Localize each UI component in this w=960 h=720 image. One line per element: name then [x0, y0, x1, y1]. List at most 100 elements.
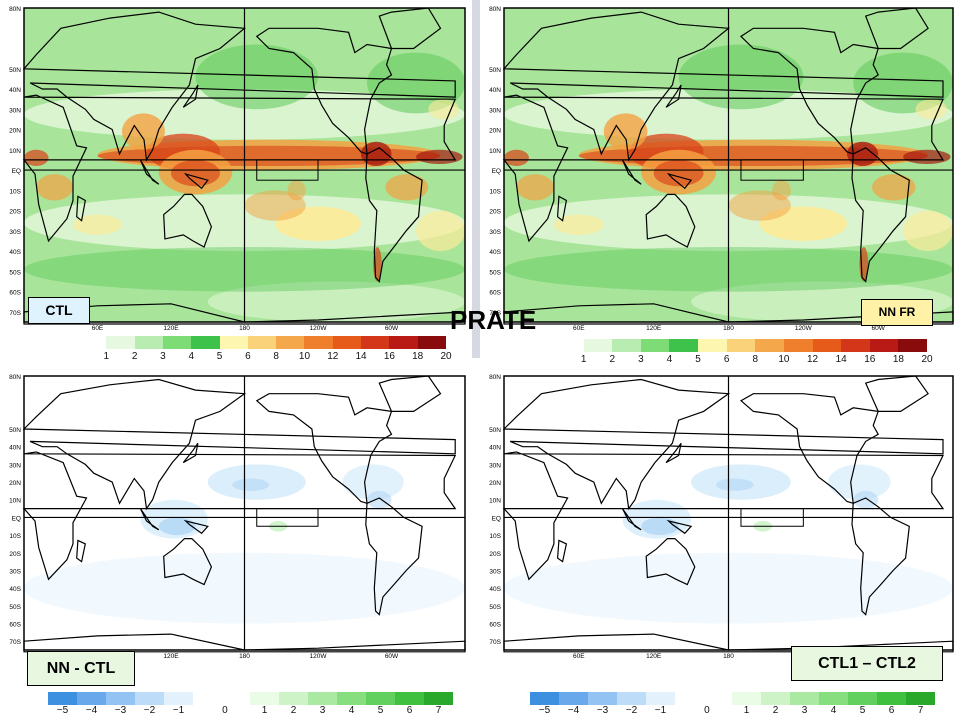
colorbar-label: −5	[538, 705, 551, 716]
latitude-label: 50S	[489, 604, 501, 611]
nino-region-box	[740, 508, 804, 527]
colorbar-swatch	[162, 336, 192, 349]
latitude-label: 60S	[9, 621, 21, 628]
colorbar-label: 4	[830, 705, 837, 716]
colorbar-label: 14	[355, 351, 367, 362]
continent-outline	[255, 27, 393, 155]
continent-outline	[255, 393, 393, 505]
precip-contour	[903, 210, 953, 252]
colorbar-label: 6	[888, 705, 895, 716]
latitude-label: 10S	[9, 188, 21, 195]
colorbar-label: 2	[609, 354, 615, 365]
precip-contour	[553, 214, 604, 235]
colorbar-label: 5	[859, 705, 866, 716]
precip-contour	[367, 52, 465, 114]
continent-outline	[182, 84, 199, 108]
colorbar-swatch	[279, 692, 308, 705]
colorbar-ctl12: −5 −4 −3 −2 −1 0 1 2 3 4 5 6 7	[530, 690, 936, 718]
longitude-label: 60W	[385, 325, 399, 330]
continent-outline	[76, 539, 86, 563]
precip-contour	[504, 149, 529, 167]
coastlines	[22, 7, 466, 325]
latitude-label: EQ	[492, 515, 501, 522]
panel-separator	[472, 0, 480, 358]
panel-label-nnctl: NN - CTL	[27, 651, 135, 686]
map-panel-nnfr: 80N 50N 40N 30N 20N 10N EQ 10S 20S 30S 40S 50S 60S 70…	[480, 0, 960, 330]
continent-outline	[22, 451, 457, 581]
colorbar-label: 5	[216, 351, 223, 362]
latitude-label: 20N	[489, 480, 501, 487]
latitude-label: 60S	[9, 290, 21, 297]
colorbar-swatch	[906, 692, 935, 705]
colorbar-swatch	[877, 692, 906, 705]
precip-contour	[641, 517, 679, 536]
colorbar-label: 1	[261, 705, 268, 716]
colorbar-swatch	[559, 692, 588, 705]
colorbar-label: 2	[131, 351, 138, 362]
colorbar-label: 18	[412, 351, 424, 362]
colorbar-swatch	[304, 336, 334, 349]
colorbar-swatch	[790, 692, 819, 705]
map-panel-ctl: 80N 50N 40N 30N 20N 10N EQ 10S 20S 30S 40S 50S 60S 70…	[0, 0, 472, 330]
colorbar-label: 1	[103, 351, 110, 362]
continent-outline	[740, 27, 879, 155]
continent-outline	[851, 147, 910, 283]
colorbar-label: 0	[222, 705, 228, 716]
colorbar-swatch	[361, 336, 390, 349]
coastlines	[22, 375, 466, 653]
continent-outline	[22, 378, 456, 511]
longitude-label: 60W	[871, 325, 885, 330]
colorbar-label: 20	[440, 351, 452, 362]
colorbar-swatch	[755, 339, 785, 352]
latitude-label: 40N	[489, 445, 501, 452]
colorbar-label: 20	[921, 354, 933, 365]
colorbar-label: 2	[772, 705, 779, 716]
colorbar-swatch	[219, 336, 249, 349]
colorbar-swatch	[869, 339, 899, 352]
latitude-label: 50N	[489, 67, 501, 74]
colorbar-swatch	[812, 339, 842, 352]
longitude-label: 120W	[310, 325, 328, 330]
colorbar-label: 6	[406, 705, 413, 716]
latitude-label: EQ	[12, 168, 21, 175]
colorbar-label: −4	[567, 705, 580, 716]
colorbar-swatch	[783, 339, 814, 352]
colorbar-label: 4	[188, 351, 194, 362]
latitude-label: 10S	[489, 533, 501, 540]
colorbar-swatch	[583, 339, 613, 352]
map-panel-nnctl: 80N 50N 40N 30N 20N 10N EQ 10S 20S 30S 40S 50S 60S 70…	[0, 368, 472, 658]
colorbar-swatch	[389, 336, 419, 349]
latitude-label: 40S	[9, 249, 21, 256]
colorbar-swatch	[106, 336, 136, 349]
colorbar-swatch	[395, 692, 424, 705]
colorbar-label: 16	[383, 351, 395, 362]
latitude-label: 20S	[9, 551, 21, 558]
colorbar-label: −2	[625, 705, 638, 716]
precip-contour	[853, 490, 879, 509]
precip-contour	[195, 44, 318, 110]
colorbar-swatch	[424, 692, 453, 705]
precip-contour	[24, 149, 49, 167]
colorbar-label: 7	[435, 705, 442, 716]
continent-outline	[139, 159, 160, 185]
latitude-label: 20S	[9, 209, 21, 216]
colorbar-label: 6	[723, 354, 730, 365]
longitude-label: 180	[239, 325, 250, 330]
latitude-label: 20N	[9, 480, 21, 487]
latitude-label: 70S	[489, 639, 501, 646]
continent-outline	[22, 11, 456, 162]
colorbar-swatch	[164, 692, 193, 705]
colorbar-swatch	[247, 336, 277, 349]
longitude-label: 60E	[573, 653, 585, 658]
colorbar-label: 2	[290, 705, 297, 716]
continent-outline	[365, 497, 423, 616]
latitude-label: 80N	[9, 374, 21, 381]
panel-label-ctl: CTL	[28, 297, 90, 324]
colorbar-swatch	[332, 336, 362, 349]
latitude-label: 60S	[489, 621, 501, 628]
colorbar-swatch	[617, 692, 646, 705]
precip-contour	[207, 281, 465, 322]
precip-map-nnfr: 80N 50N 40N 30N 20N 10N EQ 10S 20S 30S 40S 50S 60S 70…	[489, 6, 954, 330]
latitude-label: 10S	[489, 188, 501, 195]
colorbar-swatch	[134, 336, 164, 349]
